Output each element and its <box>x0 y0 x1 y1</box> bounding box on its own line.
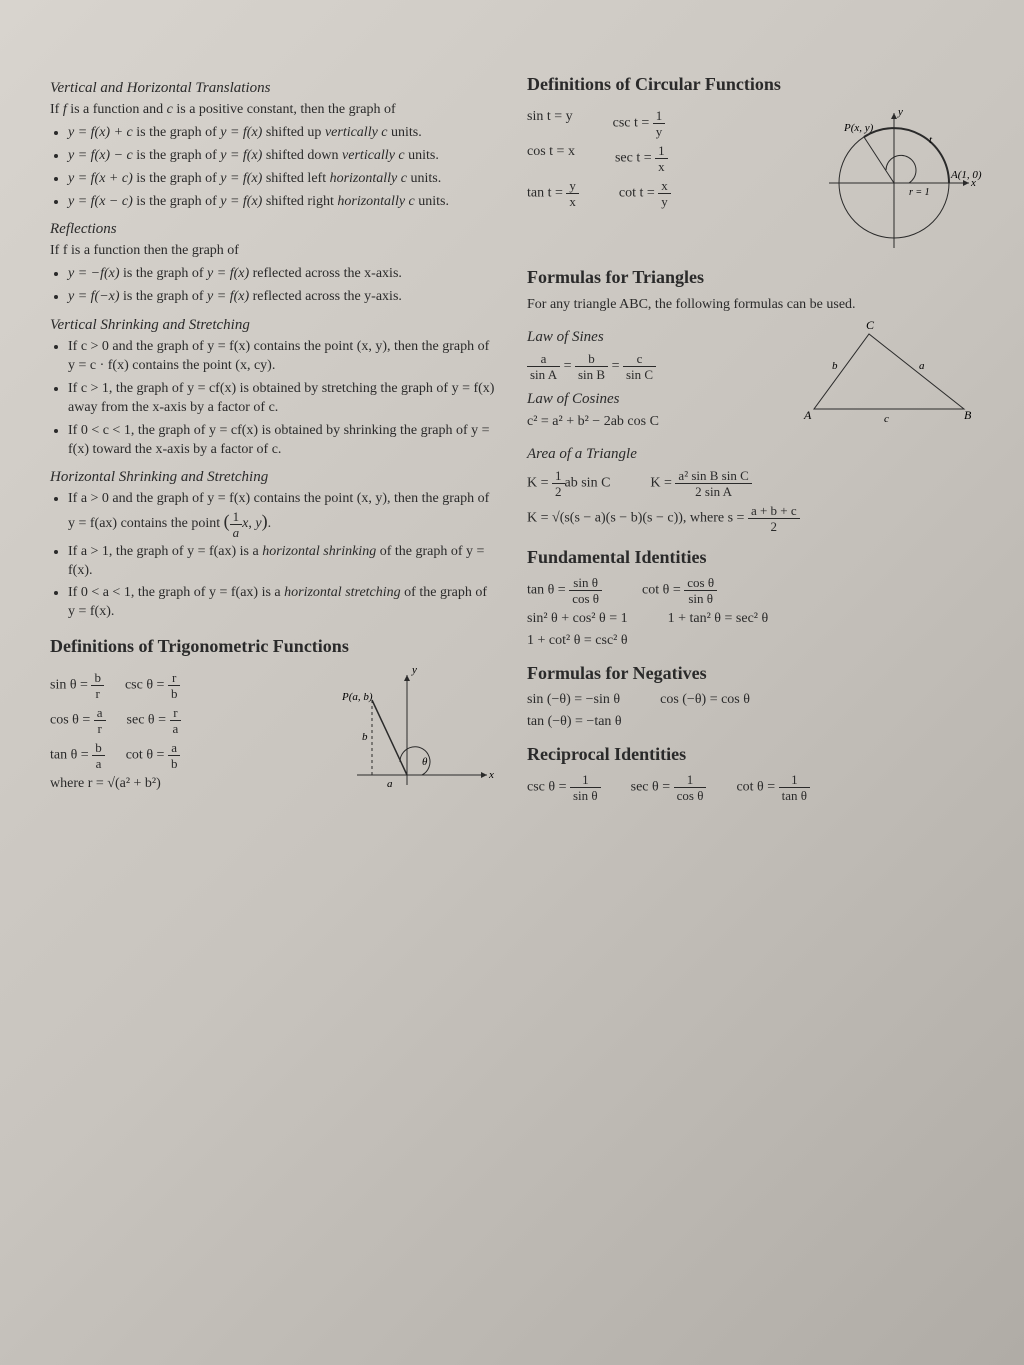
vshrink-list: If c > 0 and the graph of y = f(x) conta… <box>50 338 497 459</box>
list-item: If 0 < a < 1, the graph of y = f(ax) is … <box>68 584 497 622</box>
svg-text:C: C <box>866 318 875 332</box>
trig-diagram-icon: y x P(a, b) b a θ <box>337 665 497 795</box>
translations-intro: If f is a function and c is a positive c… <box>50 101 497 120</box>
neg-heading: Formulas for Negatives <box>527 663 974 684</box>
svg-text:x: x <box>970 177 976 189</box>
vshrink-heading: Vertical Shrinking and Stretching <box>50 317 497 334</box>
translations-heading: Vertical and Horizontal Translations <box>50 80 497 97</box>
recip-formulas: csc θ = 1sin θ sec θ = 1cos θ cot θ = 1t… <box>527 773 974 802</box>
hshrink-heading: Horizontal Shrinking and Stretching <box>50 469 497 486</box>
law-of-cosines: c² = a² + b² − 2ab cos C <box>527 414 784 430</box>
svg-text:a: a <box>387 778 393 790</box>
triangle-diagram-icon: A B C a b c <box>804 319 974 429</box>
svg-text:b: b <box>832 360 838 372</box>
svg-text:a: a <box>919 360 925 372</box>
sines-heading: Law of Sines <box>527 329 784 346</box>
reflections-list: y = −f(x) is the graph of y = f(x) refle… <box>50 265 497 307</box>
reflections-intro: If f is a function then the graph of <box>50 242 497 261</box>
svg-text:y: y <box>411 664 417 676</box>
svg-text:c: c <box>884 413 889 425</box>
svg-text:P(x, y): P(x, y) <box>843 122 874 134</box>
cosines-heading: Law of Cosines <box>527 391 784 408</box>
svg-text:r = 1: r = 1 <box>909 187 930 198</box>
pythag-3: 1 + cot² θ = csc² θ <box>527 633 974 649</box>
circ-heading: Definitions of Circular Functions <box>527 74 974 95</box>
circ-row: sin t = y csc t = 1y cos t = x sec t = 1… <box>527 103 974 253</box>
area-heading: Area of a Triangle <box>527 446 974 463</box>
list-item: If 0 < c < 1, the graph of y = cf(x) is … <box>68 422 497 460</box>
list-item: If c > 1, the graph of y = cf(x) is obta… <box>68 380 497 418</box>
list-item: y = f(−x) is the graph of y = f(x) refle… <box>68 288 497 307</box>
hshrink-list: If a > 0 and the graph of y = f(x) conta… <box>50 490 497 622</box>
pythag-1-2: sin² θ + cos² θ = 11 + tan² θ = sec² θ <box>527 611 974 627</box>
svg-text:b: b <box>362 731 368 743</box>
triangles-heading: Formulas for Triangles <box>527 267 974 288</box>
translations-list: y = f(x) + c is the graph of y = f(x) sh… <box>50 124 497 212</box>
trig-row: sin θ = br csc θ = rb cos θ = ar sec θ =… <box>50 665 497 798</box>
law-of-sines: asin A = bsin B = csin C <box>527 352 784 381</box>
svg-text:y: y <box>897 106 903 118</box>
svg-text:P(a, b): P(a, b) <box>341 691 373 703</box>
svg-text:B: B <box>964 408 972 422</box>
fund-heading: Fundamental Identities <box>527 547 974 568</box>
neg-tan: tan (−θ) = −tan θ <box>527 714 974 730</box>
fund-tan-cot: tan θ = sin θcos θ cot θ = cos θsin θ <box>527 576 974 605</box>
unit-circle-diagram-icon: P(x, y) A(1, 0) t r = 1 x y <box>814 103 974 253</box>
right-column: Definitions of Circular Functions sin t … <box>527 40 974 1325</box>
list-item: If c > 0 and the graph of y = f(x) conta… <box>68 338 497 376</box>
list-item: If a > 1, the graph of y = f(ax) is a ho… <box>68 543 497 581</box>
recip-heading: Reciprocal Identities <box>527 744 974 765</box>
svg-text:A: A <box>803 408 812 422</box>
list-item: y = f(x + c) is the graph of y = f(x) sh… <box>68 170 497 189</box>
trig-where: where r = √(a² + b²) <box>50 776 317 792</box>
neg-sin-cos: sin (−θ) = −sin θcos (−θ) = cos θ <box>527 692 974 708</box>
svg-text:A(1, 0): A(1, 0) <box>950 169 982 181</box>
list-item: y = f(x) + c is the graph of y = f(x) sh… <box>68 124 497 143</box>
list-item: y = −f(x) is the graph of y = f(x) refle… <box>68 265 497 284</box>
trig-heading: Definitions of Trigonometric Functions <box>50 636 497 657</box>
svg-text:θ: θ <box>422 756 428 768</box>
list-item: If a > 0 and the graph of y = f(x) conta… <box>68 490 497 538</box>
area-formulas: K = 12ab sin C K = a² sin B sin C2 sin A <box>527 469 974 498</box>
list-item: y = f(x − c) is the graph of y = f(x) sh… <box>68 193 497 212</box>
reflections-heading: Reflections <box>50 221 497 238</box>
list-item: y = f(x) − c is the graph of y = f(x) sh… <box>68 147 497 166</box>
left-column: Vertical and Horizontal Translations If … <box>50 40 497 1325</box>
svg-text:x: x <box>488 769 494 781</box>
triangles-intro: For any triangle ABC, the following form… <box>527 296 974 315</box>
heron-formula: K = √(s(s − a)(s − b)(s − c)), where s =… <box>527 504 974 533</box>
